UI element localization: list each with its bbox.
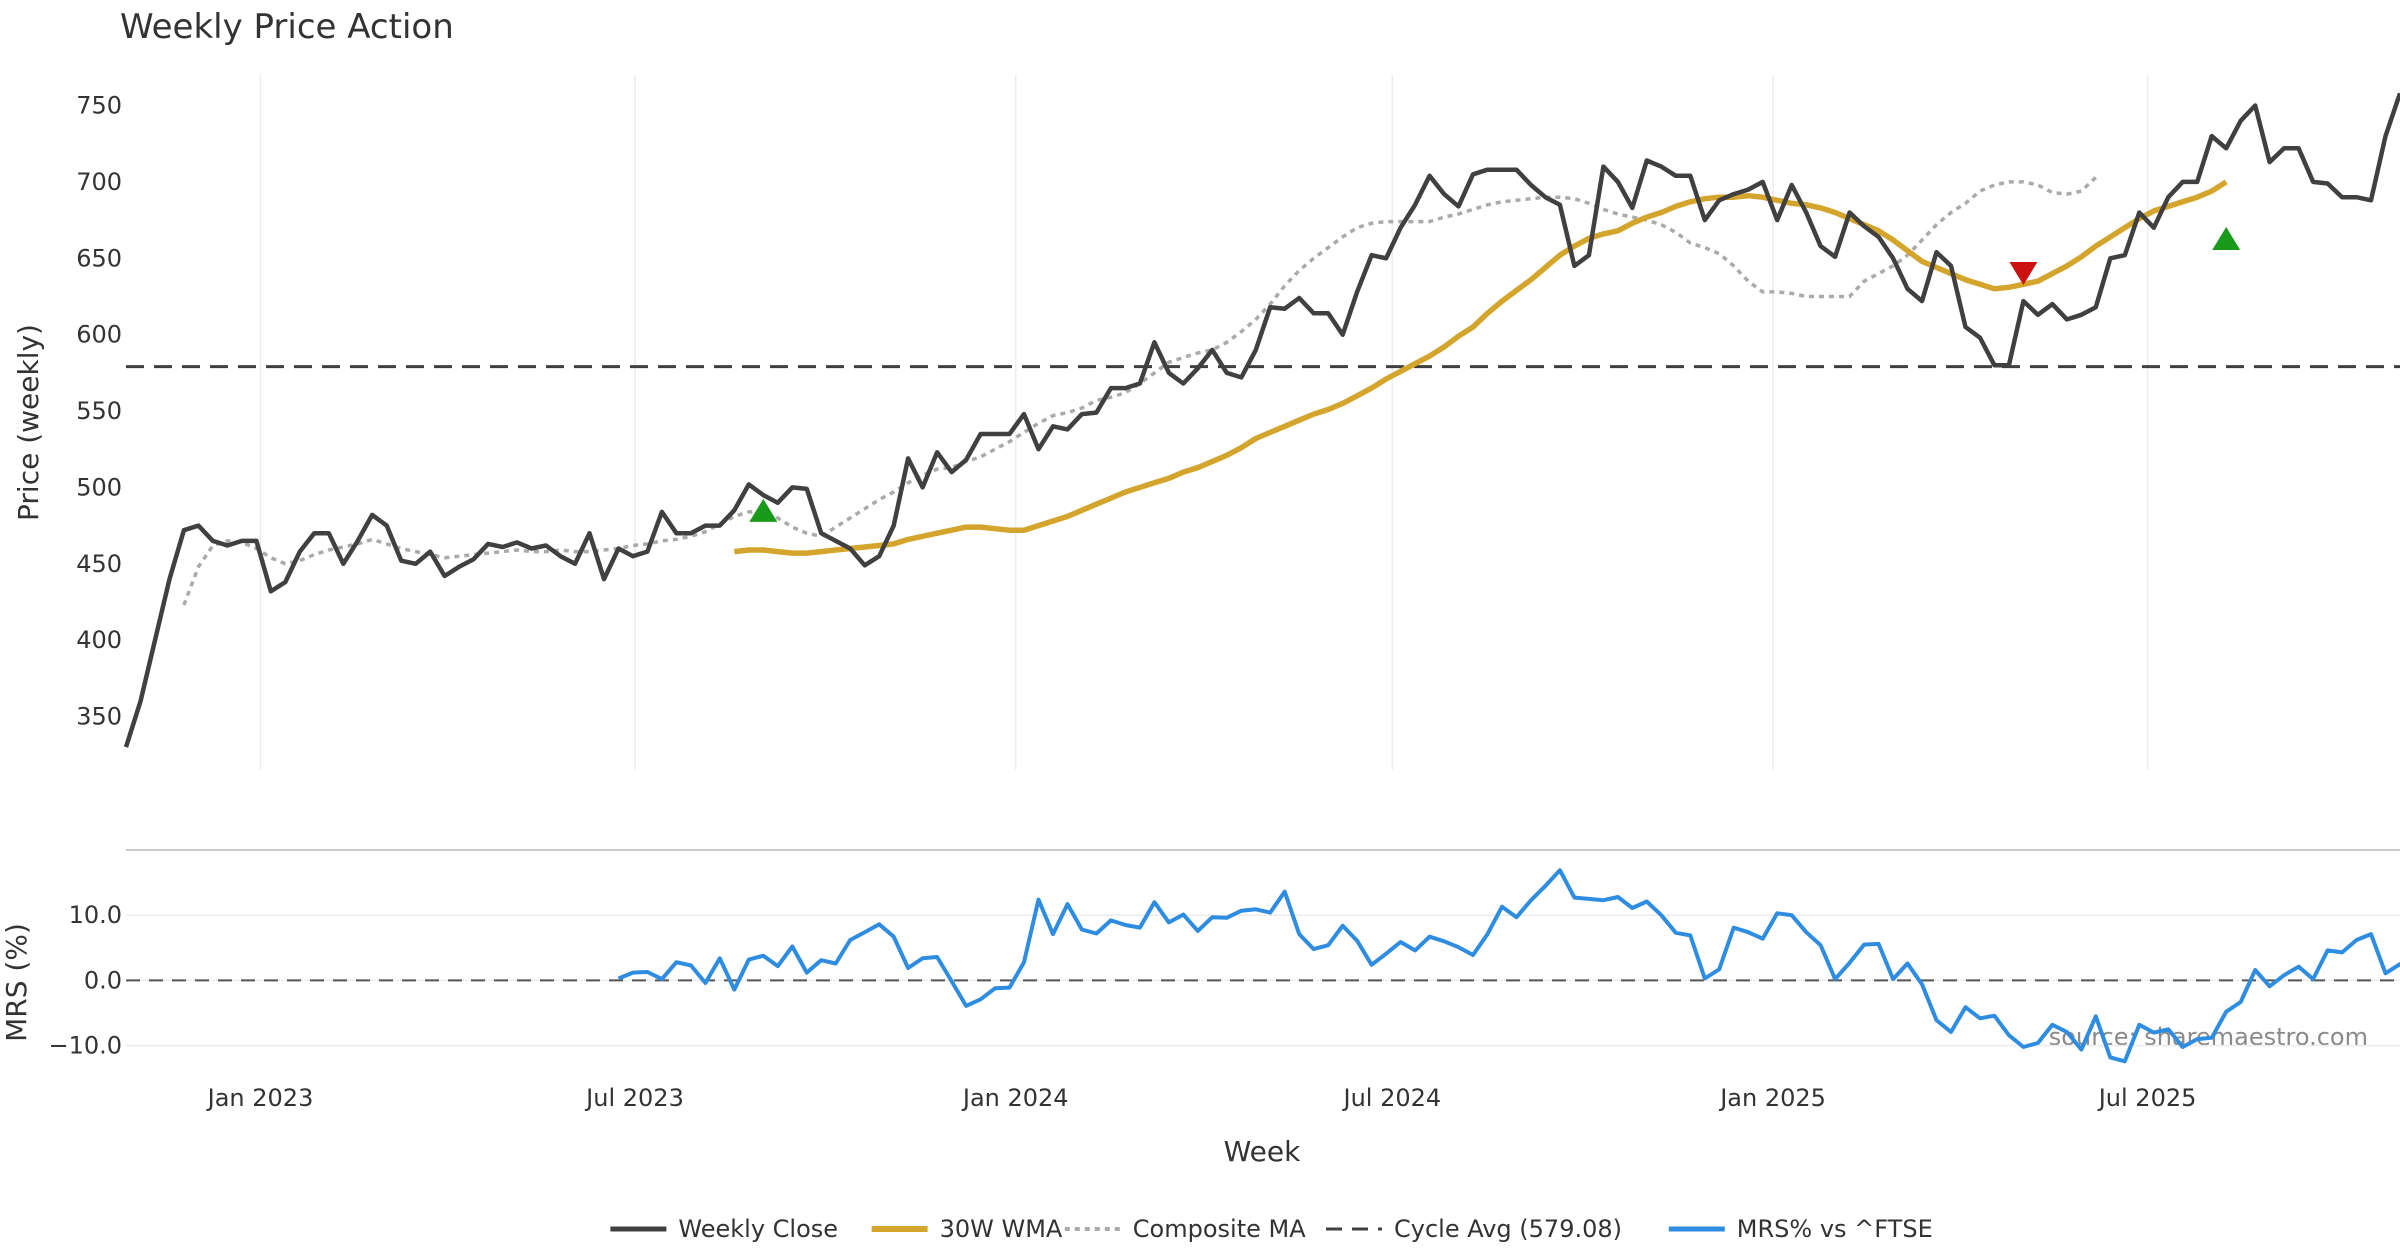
sell-signal-marker <box>2009 261 2038 285</box>
mrs-y-tick-label: 10.0 <box>69 901 122 929</box>
x-tick-label: Jul 2025 <box>2097 1084 2197 1112</box>
price-y-tick-label: 500 <box>76 473 122 501</box>
wma-30w-line <box>733 179 2228 556</box>
legend-label-mrs: MRS% vs ^FTSE <box>1737 1215 1933 1243</box>
tick-labels: Jan 2023 Jul 2023 Jan 2024 Jul 2024 Jan 2025… <box>48 92 2196 1112</box>
mrs-y-axis-title: MRS (%) <box>0 923 33 1042</box>
legend-label-composite: Composite MA <box>1133 1215 1306 1243</box>
price-y-axis-title: Price (weekly) <box>12 324 45 521</box>
price-y-tick-label: 550 <box>76 397 122 425</box>
price-y-tick-label: 350 <box>76 703 122 731</box>
legend-label-wma: 30W WMA <box>940 1215 1063 1243</box>
legend-item-mrs: MRS% vs ^FTSE <box>1668 1215 1933 1243</box>
price-y-tick-label: 450 <box>76 550 122 578</box>
weekly-close-line <box>123 92 2400 748</box>
legend-label-cycle: Cycle Avg (579.08) <box>1394 1215 1622 1243</box>
buy-signal-marker <box>749 498 778 522</box>
legend-item-cycle: Cycle Avg (579.08) <box>1326 1215 1622 1243</box>
x-tick-label: Jan 2025 <box>1718 1084 1826 1112</box>
composite-ma-line <box>182 176 2098 606</box>
x-tick-label: Jul 2024 <box>1341 1084 1441 1112</box>
x-tick-label: Jan 2024 <box>961 1084 1069 1112</box>
price-y-tick-label: 750 <box>76 92 122 120</box>
buy-signal-marker <box>2212 227 2241 251</box>
mrs-y-tick-label: 0.0 <box>84 966 122 994</box>
mrs-line <box>617 868 2400 1064</box>
legend-item-close: Weekly Close <box>610 1215 838 1243</box>
price-y-tick-label: 650 <box>76 244 122 272</box>
price-y-tick-label: 700 <box>76 168 122 196</box>
x-tick-label: Jan 2023 <box>206 1084 314 1112</box>
legend-label-close: Weekly Close <box>678 1215 838 1243</box>
price-y-tick-label: 400 <box>76 626 122 654</box>
series-layer <box>123 92 2400 1064</box>
reference-lines <box>126 365 2400 982</box>
legend-item-wma: 30W WMA <box>871 1215 1063 1243</box>
x-tick-label: Jul 2023 <box>584 1084 684 1112</box>
legend-item-composite: Composite MA <box>1064 1215 1306 1243</box>
legend: Weekly Close 30W WMA Composite MA Cycle Avg… <box>610 1215 1933 1243</box>
price-y-tick-label: 600 <box>76 321 122 349</box>
x-axis-title: Week <box>1224 1135 1301 1168</box>
mrs-y-tick-label: −10.0 <box>48 1032 122 1060</box>
signal-markers <box>749 227 2241 522</box>
chart-title: Weekly Price Action <box>120 7 454 47</box>
